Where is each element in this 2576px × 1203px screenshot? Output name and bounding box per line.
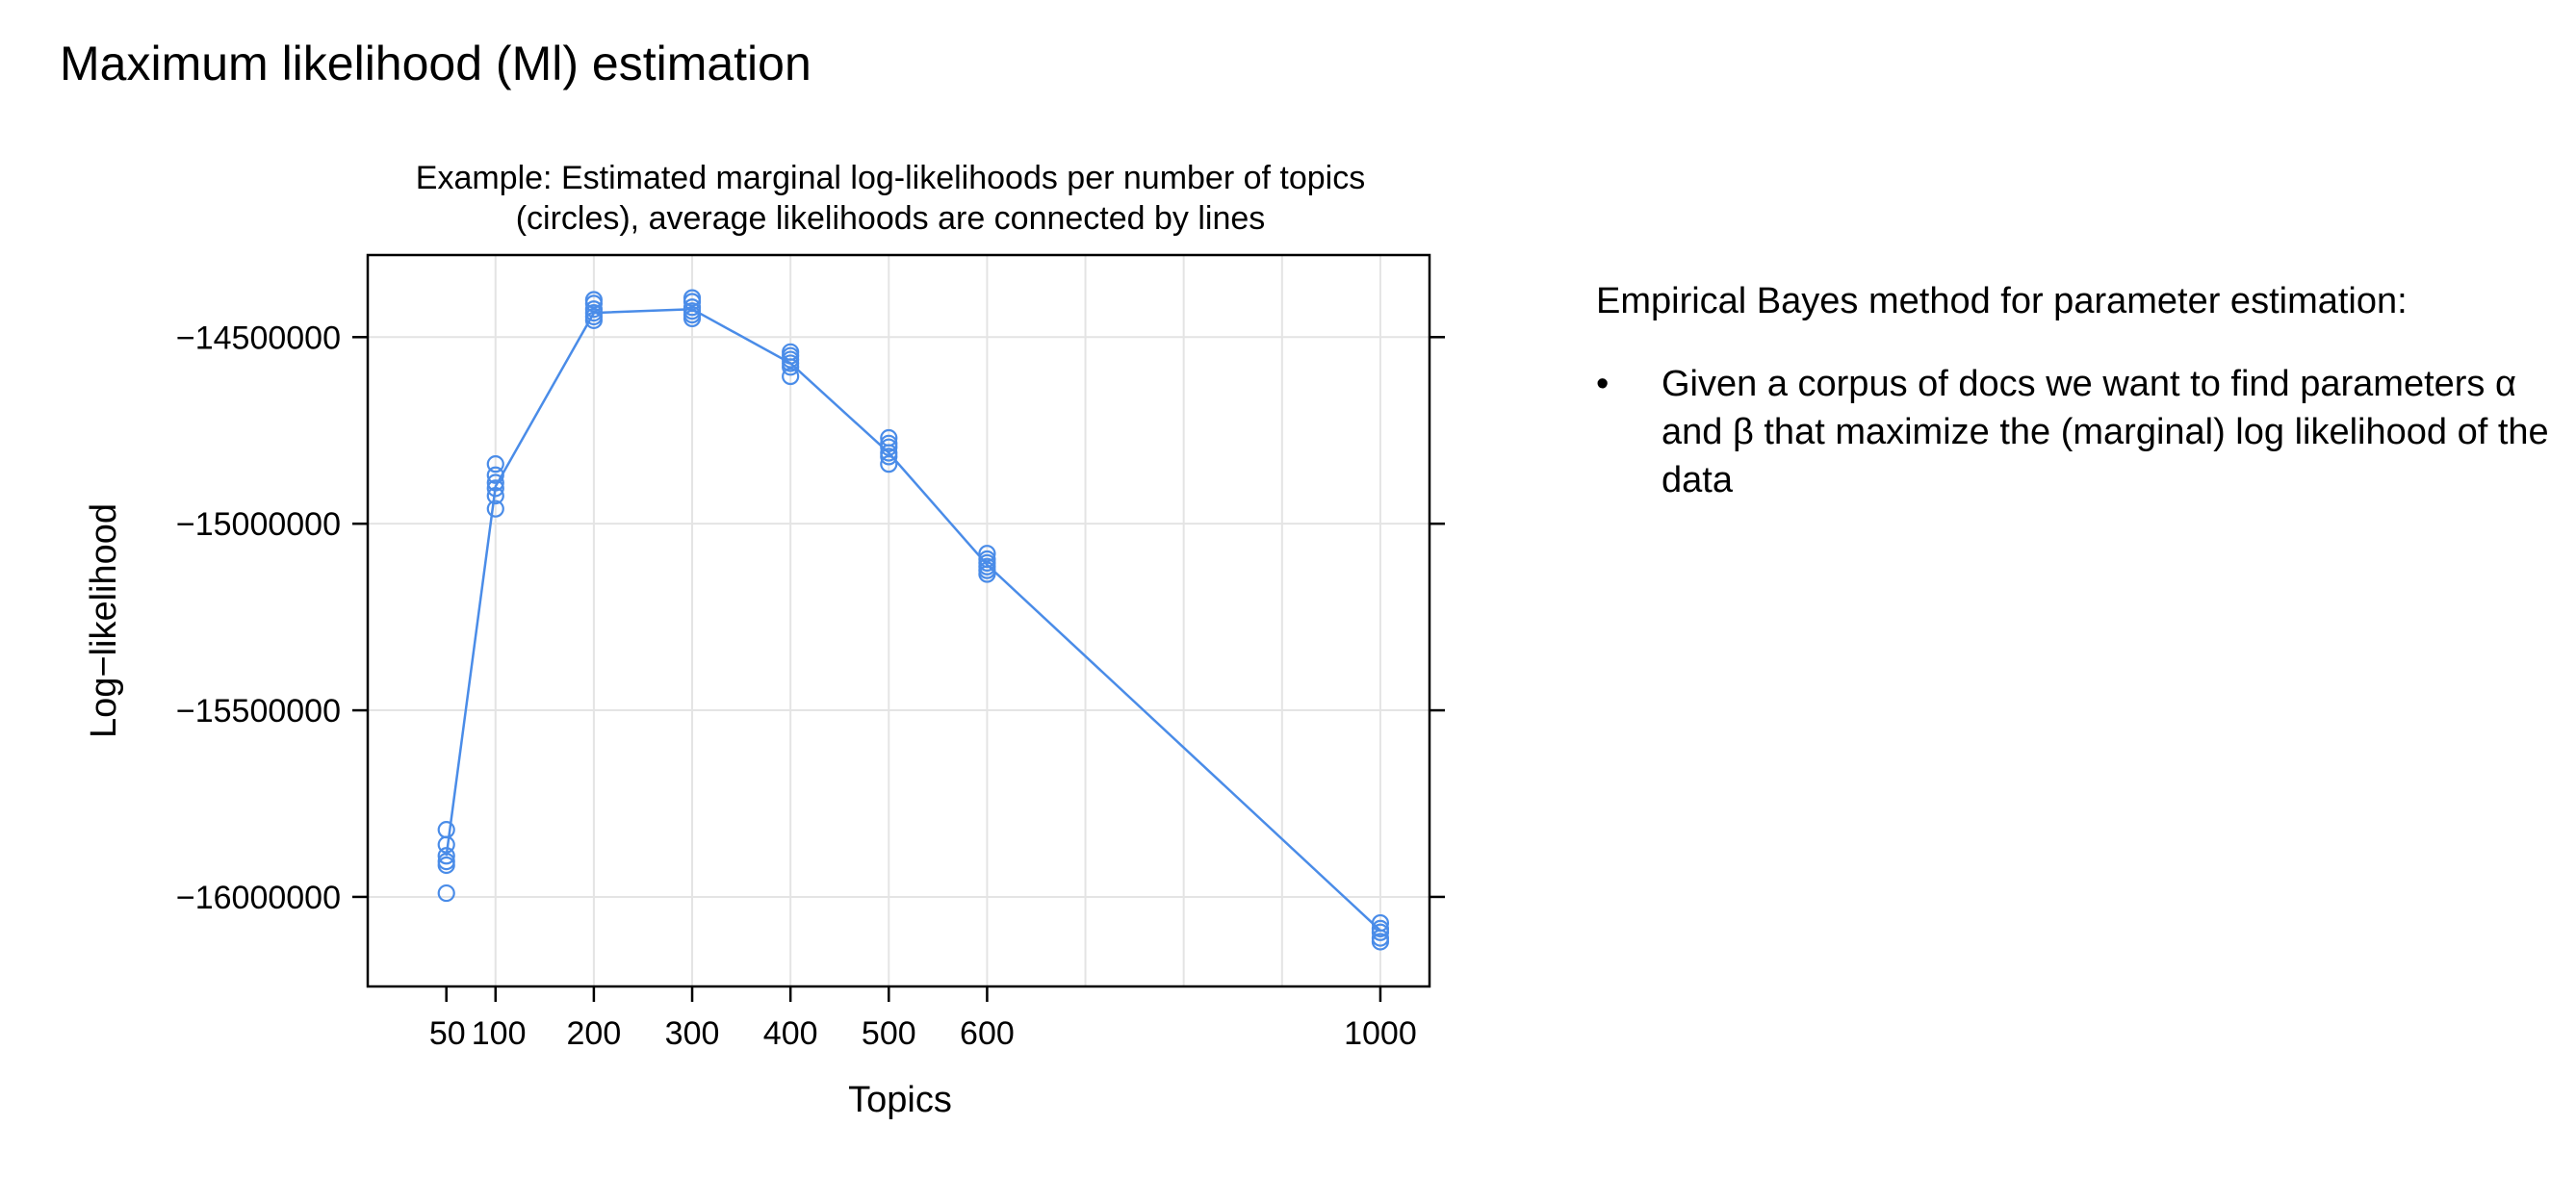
grid-lines [368,255,1430,986]
data-point [880,448,898,466]
x-tick-label: 500 [862,1015,916,1052]
list-item: • Given a corpus of docs we want to find… [1596,360,2559,504]
x-tick-label: 100 [472,1015,527,1052]
data-point [683,293,702,311]
x-tick-label: 400 [763,1015,818,1052]
data-point [437,883,455,903]
data-point [486,487,504,505]
data-point [437,821,455,839]
y-tick-label: −14500000 [176,320,341,356]
bullet-list: • Given a corpus of docs we want to find… [1596,360,2559,504]
loglik-chart: Example: Estimated marginal log-likeliho… [84,160,1445,1120]
side-heading: Empirical Bayes method for parameter est… [1596,281,2408,321]
data-point [486,499,504,518]
side-panel: Empirical Bayes method for parameter est… [1596,277,2559,504]
y-tick-label: −15000000 [176,506,341,543]
chart-title: Example: Estimated marginal log-likeliho… [416,160,1365,196]
x-axis-label: Topics [848,1080,952,1120]
x-tick-label: 200 [567,1015,622,1052]
data-point [486,455,504,474]
data-point [437,847,455,865]
average-line-layer [445,307,1381,932]
data-point [1371,933,1390,951]
chart-subtitle: (circles), average likelihoods are conne… [516,200,1266,237]
data-point [978,545,996,563]
bullet-icon: • [1596,364,1610,404]
slide-title: Maximum likelihood (Ml) estimation [60,37,811,90]
average-line [445,307,1381,932]
plot-frame [366,253,1431,988]
data-point [584,311,603,329]
x-tick-label: 1000 [1344,1015,1417,1052]
point-layer [437,289,1390,951]
x-tick-label: 600 [960,1015,1015,1052]
data-point [880,455,898,474]
x-tick-label: 300 [665,1015,720,1052]
data-point [978,565,996,583]
data-point [437,835,455,854]
data-point [486,479,504,498]
y-axis-label: Log−likelihood [84,503,124,738]
data-point [584,294,603,313]
chart-container: Example: Estimated marginal log-likeliho… [58,144,1463,1145]
data-point [486,466,504,484]
bullet-text: Given a corpus of docs we want to find p… [1662,364,2549,500]
data-point [782,358,800,376]
data-point [782,367,800,386]
y-tick-label: −15500000 [176,693,341,729]
data-point [1371,923,1390,941]
x-tick-label: 50 [429,1015,466,1052]
y-tick-label: −16000000 [176,880,341,916]
axes: 50 100 200 300 400 500 600 1000 −14500000 −150000… [176,253,1445,1052]
data-point [486,474,504,492]
data-point [437,856,455,875]
data-point [880,438,898,456]
data-point [683,309,702,328]
